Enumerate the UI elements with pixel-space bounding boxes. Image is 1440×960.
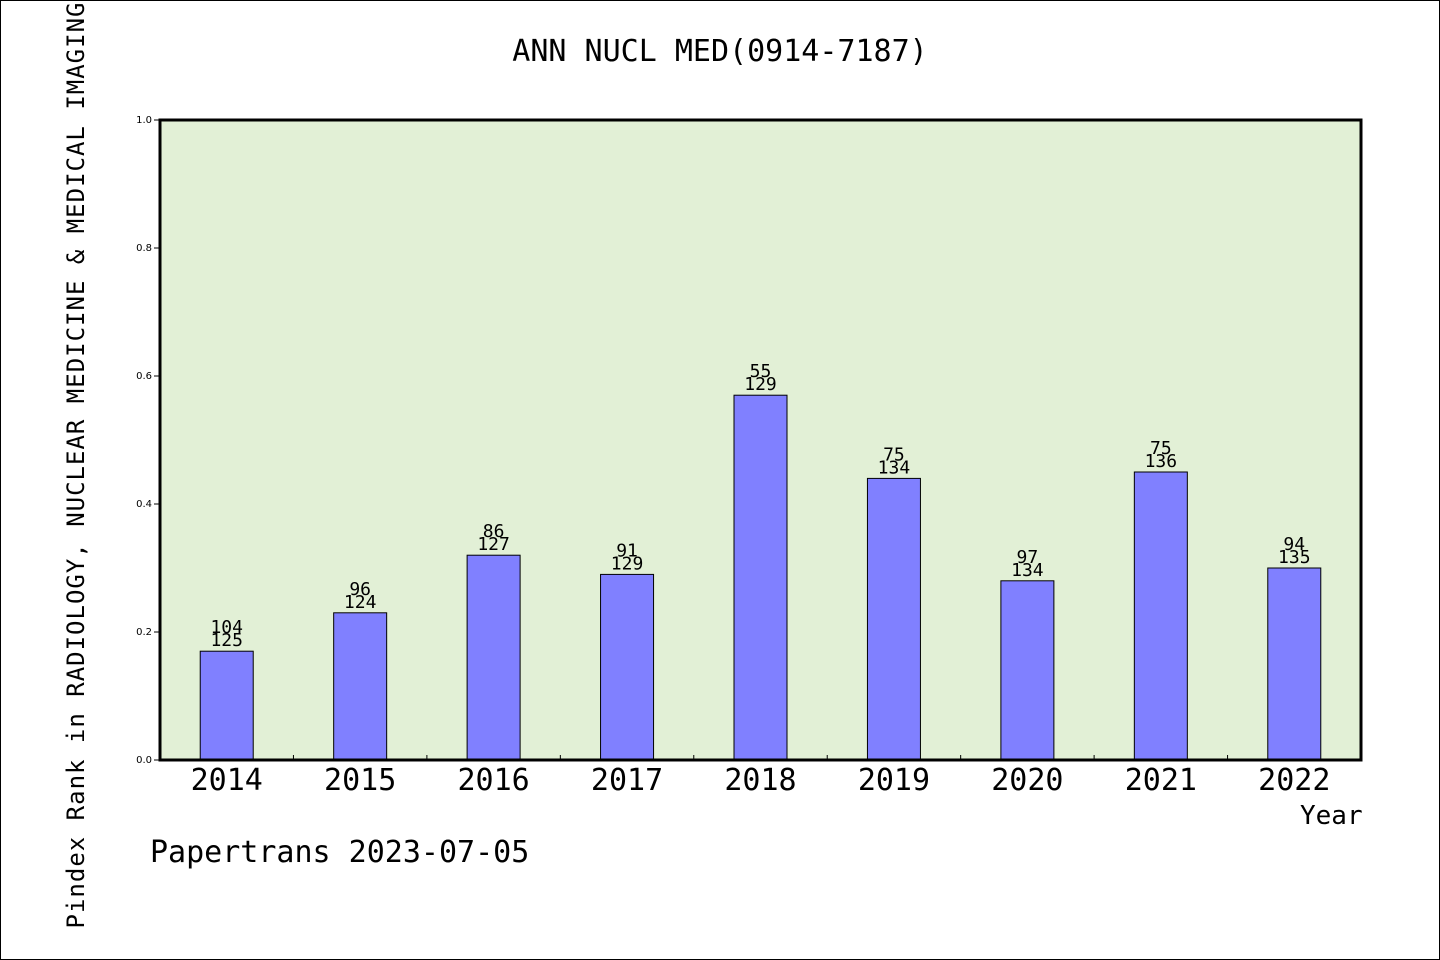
bar: [466, 554, 521, 761]
x-tick-label: 2015: [324, 763, 396, 798]
chart-title: ANN NUCL MED(0914-7187): [512, 34, 928, 69]
bar: [1000, 580, 1055, 761]
bar: [333, 612, 388, 761]
y-tick-label: 0.8: [136, 243, 152, 254]
x-tick-label: 2021: [1125, 763, 1197, 798]
bar: [1133, 471, 1188, 761]
bar-rank-label: 96: [349, 579, 371, 600]
bar-total-label: 129: [611, 553, 644, 574]
bar-total-label: 135: [1278, 547, 1311, 568]
bar: [733, 394, 788, 761]
x-axis-ticks: 2014 2015 2016 2017 2018 2019 2020 2021 2022: [191, 755, 1330, 798]
bar-total-label: 134: [878, 457, 911, 478]
bar-total-label: 136: [1145, 451, 1178, 472]
bar: [600, 573, 655, 761]
footer-credit: Papertrans 2023-07-05: [150, 835, 530, 870]
y-tick-label: 1.0: [136, 115, 152, 126]
bar-rank-label: 75: [883, 444, 905, 465]
y-tick-label: 0.2: [136, 627, 152, 638]
x-tick-label: 2016: [457, 763, 529, 798]
bar-rank-label: 104: [210, 617, 243, 638]
plot-border: [158, 118, 1363, 762]
bar-rank-label: 94: [1283, 534, 1305, 555]
bar-total-label: 129: [744, 374, 777, 395]
bar-total-label: 134: [1011, 560, 1044, 581]
y-axis-ticks: 0.0 0.2 0.4 0.6 0.8 1.0: [136, 115, 160, 766]
y-tick-label: 0.6: [136, 371, 152, 382]
bars: [199, 394, 1322, 761]
x-tick-label: 2014: [191, 763, 263, 798]
x-tick-label: 2017: [591, 763, 663, 798]
bar: [199, 650, 254, 761]
bar-total-label: 124: [344, 592, 377, 613]
bar-total-label: 125: [210, 630, 243, 651]
y-tick-label: 0.4: [136, 499, 152, 510]
bar-rank-label: 86: [483, 521, 505, 542]
bar-rank-label: 55: [750, 361, 772, 382]
bar: [1267, 567, 1322, 761]
x-axis-label: Year: [1300, 801, 1363, 831]
y-tick-label: 0.0: [136, 755, 152, 766]
bar: [866, 477, 921, 761]
bar-total-label: 127: [477, 534, 510, 555]
x-tick-label: 2019: [858, 763, 930, 798]
x-tick-label: 2022: [1258, 763, 1330, 798]
bar-rank-label: 97: [1017, 547, 1039, 568]
x-tick-label: 2018: [724, 763, 796, 798]
bar-rank-label: 75: [1150, 438, 1172, 459]
bar-rank-label: 91: [616, 540, 638, 561]
x-tick-label: 2020: [991, 763, 1063, 798]
